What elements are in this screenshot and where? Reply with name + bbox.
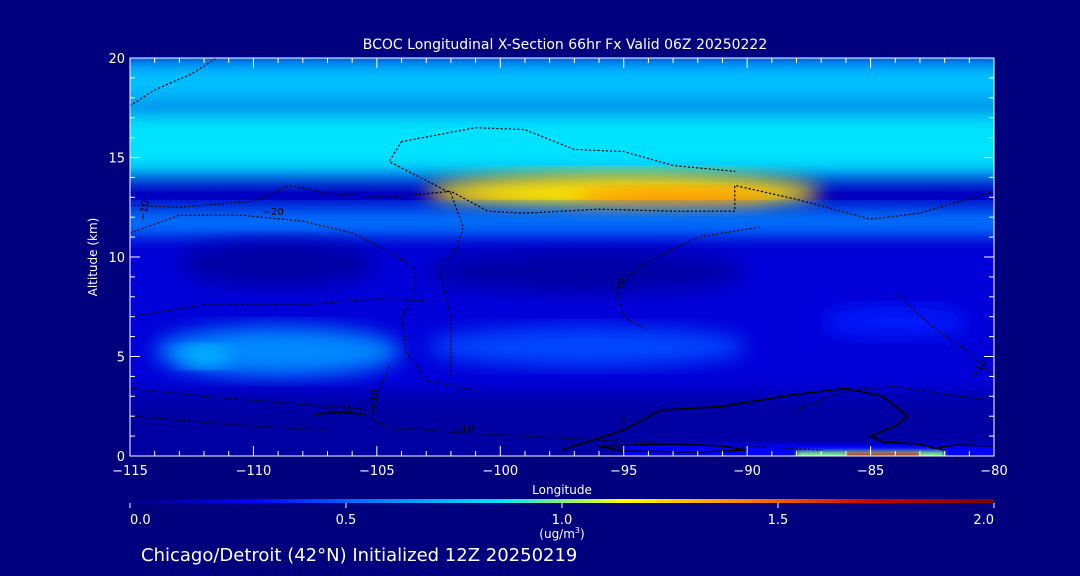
contour-label: 0 [344,404,350,415]
x-axis: −115 −110 −105 −100 −95 −90 −85 −80 [112,58,1008,479]
contour-line [130,415,329,431]
contour-label: −20 [263,207,284,218]
colorbar-unit-close: ) [580,527,585,541]
x-tick-label: −110 [236,464,272,479]
concentration-field [130,58,994,456]
contour-label: 0 [966,438,972,449]
contour-line [130,387,378,411]
footer-caption: Chicago/Detroit (42°N) Initialized 12Z 2… [141,545,577,566]
colorbar-unit-superscript: 3 [575,526,580,535]
field-region [426,251,748,293]
contour-line [314,411,366,415]
contour-line [615,226,761,332]
contour-line [400,127,736,172]
contour-label: −10 [453,424,474,435]
field-region [179,346,229,367]
x-tick-label: −90 [733,464,760,479]
x-tick-label: −85 [857,464,884,479]
contour-label: −10 [367,388,381,411]
contour-line [371,365,403,433]
x-tick-label: −115 [112,464,148,479]
colorbar: 0.0 0.5 1.0 1.5 2.0 (ug/m3) [129,499,995,541]
field-region [623,444,994,456]
contour-label: −10 [138,199,152,222]
colorbar-bar [130,499,994,503]
y-axis-label: Altitude (km) [86,218,100,297]
field-region [574,189,772,212]
contour-line [561,387,946,451]
field-region [845,453,920,456]
colorbar-tick-label: 0.5 [336,513,357,528]
y-tick-label: 20 [108,52,125,67]
contour-line [894,292,994,377]
colorbar-unit: (ug/m3) [539,526,584,541]
colorbar-tick-label: 1.0 [552,513,573,528]
contour-line [931,444,994,449]
colorbar-tick-label: 0.0 [130,513,151,528]
x-tick-label: −80 [980,464,1007,479]
contour-line [130,298,427,318]
y-tick-label: 0 [117,450,125,465]
x-axis-label: Longitude [532,483,592,497]
y-tick-label: 5 [117,351,125,366]
contour-line [130,184,994,220]
y-tick-label: 10 [108,251,125,266]
contour-label: −10 [138,199,152,222]
contour-line [130,58,217,107]
x-tick-label: −95 [610,464,637,479]
contour-line [130,214,477,391]
contour-line [388,141,464,377]
colorbar-ticks: 0.0 0.5 1.0 1.5 2.0 [129,503,995,528]
field-region [130,58,994,108]
contour-label: 0 [621,416,627,427]
field-region [179,241,377,287]
contour-label: −10 [614,277,628,300]
colorbar-tick-label: 1.5 [768,513,789,528]
y-tick-label: 15 [108,152,125,167]
field-region [821,306,970,337]
x-tick-label: −100 [482,464,518,479]
colorbar-tick-label: 2.0 [973,513,994,528]
colorbar-unit-text: (ug/m [539,527,575,541]
y-axis: 0 5 10 15 20 [108,52,994,465]
contour-line [795,385,994,411]
field-region [130,207,994,242]
chart-title: BCOC Longitudinal X-Section 66hr Fx Vali… [363,37,767,53]
x-tick-label: −105 [359,464,395,479]
field-region [130,107,994,178]
field-region [426,326,748,367]
